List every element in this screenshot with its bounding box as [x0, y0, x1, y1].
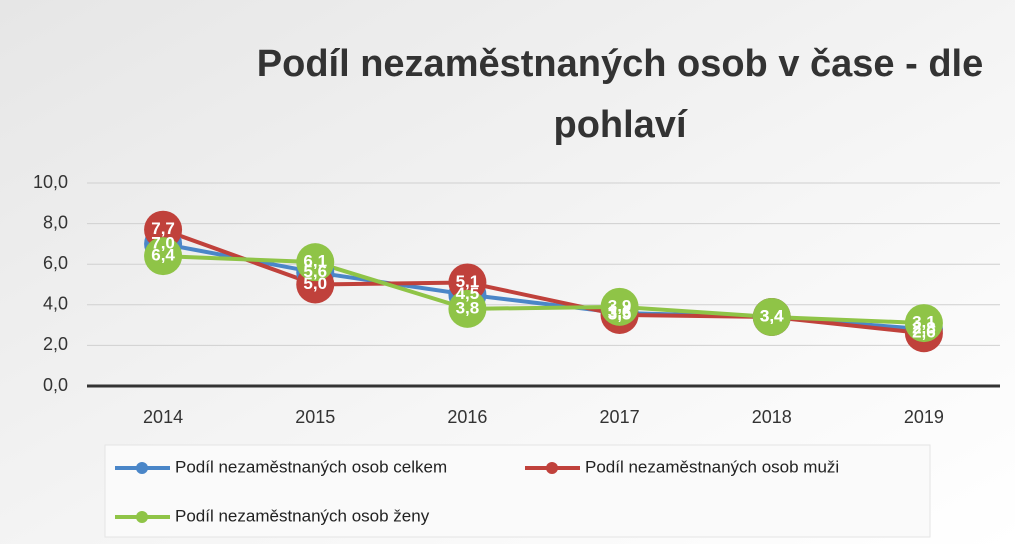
- marker: [144, 210, 183, 249]
- legend-marker: [546, 462, 558, 474]
- marker: [448, 289, 487, 328]
- data-label: 6,4: [151, 246, 175, 265]
- legend-box: [104, 444, 931, 538]
- y-tick-label: 0,0: [43, 375, 68, 395]
- y-tick-label: 6,0: [43, 253, 68, 273]
- legend-label: Podíl nezaměstnaných osob muži: [585, 457, 839, 476]
- x-tick-label: 2016: [447, 407, 487, 427]
- marker: [448, 263, 487, 302]
- data-label: 2,8: [912, 319, 936, 338]
- data-label: 3,4: [760, 306, 784, 325]
- y-tick-label: 4,0: [43, 294, 68, 314]
- marker: [904, 304, 943, 343]
- data-label: 7,0: [151, 233, 175, 252]
- data-label: 5,0: [303, 274, 327, 293]
- x-tick-label: 2018: [752, 407, 792, 427]
- marker: [144, 237, 183, 276]
- data-label: 3,4: [760, 306, 784, 325]
- x-tick-label: 2017: [600, 407, 640, 427]
- x-tick-label: 2019: [904, 407, 944, 427]
- chart-title: Podíl nezaměstnaných osob v čase - dle po…: [257, 43, 983, 146]
- marker: [752, 297, 791, 336]
- legend-marker: [136, 462, 148, 474]
- legend-label: Podíl nezaměstnaných osob ženy: [175, 506, 430, 525]
- data-label: 3,1: [912, 313, 936, 332]
- data-label: 3,5: [608, 304, 632, 323]
- data-label: 7,7: [151, 219, 175, 238]
- series-line: [163, 254, 924, 326]
- data-label: 3,4: [760, 306, 784, 325]
- x-tick-label: 2014: [143, 407, 183, 427]
- data-label: 5,1: [456, 272, 480, 291]
- marker: [296, 243, 335, 282]
- data-label: 5,6: [303, 262, 327, 281]
- data-label: 2,6: [912, 323, 936, 342]
- marker: [600, 287, 639, 326]
- legend-marker: [136, 511, 148, 523]
- legend-label: Podíl nezaměstnaných osob celkem: [175, 457, 447, 476]
- data-label: 4,5: [456, 284, 480, 303]
- y-tick-label: 2,0: [43, 334, 68, 354]
- data-label: 6,1: [303, 252, 327, 271]
- x-tick-label: 2015: [295, 407, 335, 427]
- data-label: 3,6: [608, 302, 632, 321]
- y-tick-label: 8,0: [43, 212, 68, 232]
- data-label: 3,9: [608, 296, 632, 315]
- y-tick-label: 10,0: [33, 172, 68, 192]
- data-label: 3,8: [456, 298, 480, 317]
